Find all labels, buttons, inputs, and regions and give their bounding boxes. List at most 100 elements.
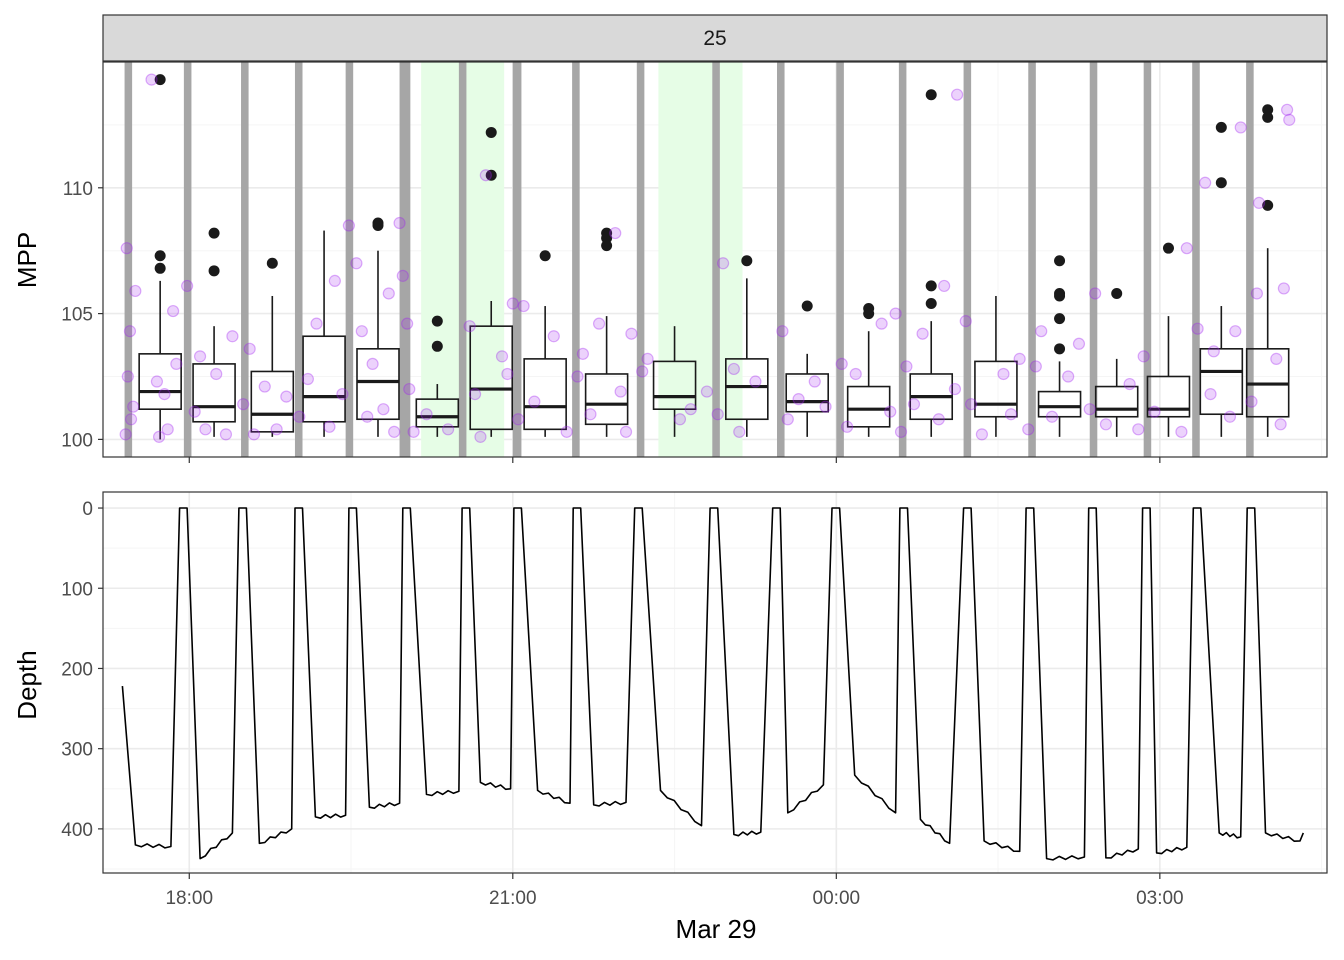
jitter-point (463, 320, 476, 333)
outlier-point (1054, 290, 1066, 302)
dive-band (124, 62, 133, 457)
jitter-point (716, 257, 730, 270)
jitter-point (506, 297, 519, 310)
jitter-point (396, 269, 409, 282)
jitter-point (916, 327, 929, 340)
jitter-point (1132, 423, 1145, 436)
jitter-point (219, 428, 233, 441)
jitter-point (528, 395, 541, 408)
box (192, 363, 236, 423)
jitter-point (501, 367, 514, 381)
y-tick-label: 110 (63, 179, 93, 200)
jitter-point (849, 367, 862, 381)
y-tick-label: 0 (82, 499, 93, 520)
jitter-point (247, 428, 261, 441)
y-tick-label: 100 (61, 430, 93, 451)
jitter-point (819, 400, 832, 413)
jitter-point (1148, 405, 1161, 418)
jitter-point (875, 317, 888, 330)
top-panel-border (102, 61, 1328, 458)
depth-line (121, 507, 1305, 861)
jitter-point (407, 425, 420, 438)
box (725, 358, 769, 421)
jitter-point (388, 425, 401, 438)
box (584, 373, 629, 426)
dive-band (1028, 62, 1036, 457)
jitter-point (932, 413, 945, 426)
top-y-axis-title: MPP (12, 232, 42, 288)
jitter-point (907, 398, 921, 411)
depth-panel: 0 100 200 300 400 18:00 21:00 00:00 03:00 (61, 491, 1328, 909)
jitter-point (495, 350, 509, 363)
jitter-point (1204, 388, 1217, 401)
jitter-point (161, 423, 174, 436)
x-axis-title: Mar 29 (676, 914, 757, 944)
jitter-point (170, 357, 183, 371)
jitter-point (1207, 345, 1220, 358)
jitter-point (727, 362, 740, 376)
jitter-point (951, 88, 964, 101)
outlier-point (601, 240, 613, 252)
jitter-point (1245, 395, 1258, 408)
mpp-panel: 25 100 105 110 (61, 14, 1328, 463)
jitter-point (625, 327, 638, 340)
jitter-point (150, 375, 164, 388)
jitter-point (237, 398, 250, 411)
outlier-point (863, 308, 875, 320)
dive-band (399, 62, 411, 457)
jitter-point (571, 370, 584, 383)
jitter-point (120, 242, 133, 255)
jitter-point (1229, 325, 1242, 338)
jitter-point (193, 350, 207, 363)
jitter-point (210, 367, 223, 381)
jitter-point (158, 388, 171, 401)
jitter-point (965, 398, 978, 411)
jitter-point (342, 219, 355, 232)
jitter-point (1062, 370, 1075, 383)
outlier-point (1162, 242, 1174, 254)
outlier-point (601, 232, 613, 244)
dive-band (241, 62, 249, 457)
dive-band (345, 62, 354, 457)
outlier-point (925, 298, 937, 310)
jitter-point (1083, 403, 1096, 416)
dive-band (294, 62, 303, 457)
jitter-point (889, 307, 902, 320)
outlier-point (266, 257, 278, 269)
outlier-point (154, 262, 166, 274)
jitter-point (835, 357, 848, 371)
box (356, 348, 400, 421)
jitter-point (123, 325, 137, 338)
dive-band (458, 62, 467, 457)
jitter-point (1234, 121, 1247, 134)
jitter-point (733, 425, 746, 438)
outlier-point (925, 89, 937, 101)
box (1037, 390, 1082, 418)
jitter-point (280, 390, 293, 403)
outlier-point (1262, 199, 1274, 211)
jitter-point (393, 216, 406, 230)
dive-band (1143, 62, 1152, 457)
highlight-band (658, 62, 743, 457)
outlier-point (431, 315, 443, 327)
outlier-point (1111, 287, 1123, 299)
outlier-point (154, 250, 166, 262)
jitter-point (1283, 113, 1296, 126)
jitter-point (127, 400, 140, 413)
x-tick-label: 21:00 (489, 888, 537, 909)
outlier-point (485, 169, 497, 181)
x-tick-label: 03:00 (1136, 888, 1184, 909)
jitter-point (350, 257, 363, 270)
jitter-point (382, 287, 395, 300)
box (469, 325, 514, 431)
jitter-point (479, 169, 492, 182)
box (974, 360, 1018, 418)
jitter-point (1223, 410, 1237, 423)
jitter-point (243, 342, 256, 355)
box (785, 373, 830, 413)
jitter-point (1072, 337, 1086, 350)
outlier-point (485, 126, 497, 138)
jitter-point (199, 423, 212, 436)
jitter-point (310, 317, 323, 330)
